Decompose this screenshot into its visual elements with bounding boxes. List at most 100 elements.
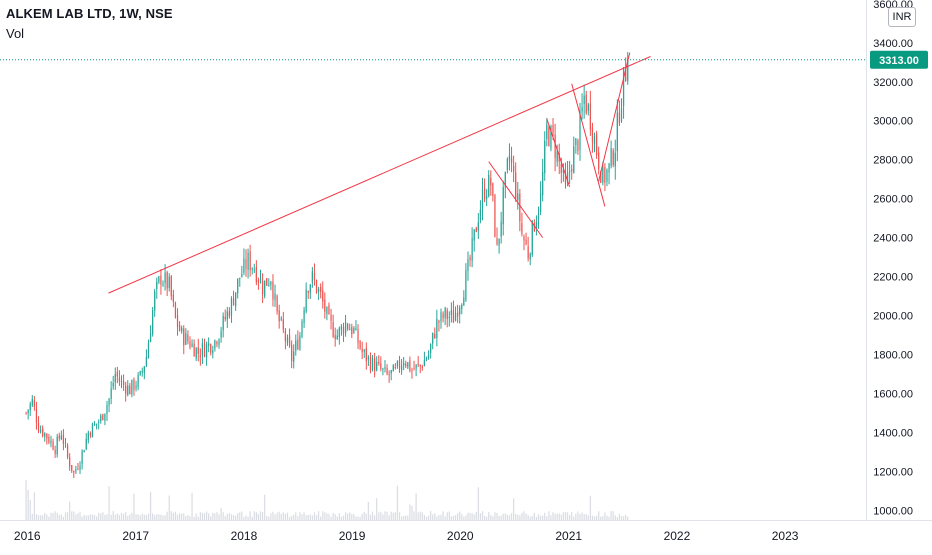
volume-bar [400,516,403,520]
candle-body [490,177,492,186]
volume-bar [336,516,338,520]
candle-body [160,275,162,285]
volume-bar [234,515,237,520]
candle-body [237,278,239,294]
candle-body [77,468,79,470]
volume-bar [309,514,311,520]
candle-body [614,152,616,167]
candle-body [585,94,587,114]
trendline[interactable] [546,118,571,188]
candle-body [261,281,264,294]
trendline[interactable] [598,52,631,182]
volume-bar [355,516,357,520]
trendline[interactable] [108,56,651,294]
candle-body [531,221,533,256]
volume-bar [125,512,127,520]
volume-bar [525,513,527,520]
candle-body [423,360,426,367]
candle-body [583,95,585,104]
candle-body [610,148,612,166]
candle-body [606,169,608,182]
volume-bar [284,513,287,520]
candle-body [33,400,36,408]
trendline[interactable] [571,83,606,207]
volume-bar [127,516,129,520]
volume-bar [208,513,210,520]
candle-body [411,370,413,372]
candle-body [380,363,382,369]
price-tick-label: 1200.00 [873,466,913,478]
volume-bar [122,513,125,520]
price-tick-label: 3200.00 [873,77,913,89]
volume-bar [390,511,392,520]
time-axis-divider [0,520,932,521]
candle-body [75,469,77,472]
volume-bar [270,513,272,520]
volume-bar [475,511,477,520]
candle-body [361,348,363,353]
candle-body [50,440,52,443]
volume-bar [251,516,253,520]
volume-bar [257,514,260,520]
candle-body [608,163,610,173]
candle-body [581,107,583,112]
trendlines[interactable] [108,52,651,294]
volume-bar [529,516,531,520]
volume-bar [396,485,399,520]
candle-body [205,344,208,358]
volume-bar [338,513,340,520]
volume-bars [25,480,629,520]
candle-body [525,239,527,245]
candle-body [305,289,307,312]
trendline[interactable] [488,161,544,238]
symbol-title[interactable]: ALKEM LAB LTD, 1W, NSE [6,6,173,21]
candle-body [37,422,40,432]
candle-body [243,258,245,273]
volume-bar [326,513,328,520]
volume-bar [417,512,419,520]
volume-bar [81,516,83,520]
volume-bar [602,516,604,520]
candle-body [446,310,448,319]
price-axis[interactable]: 3600.00 3400.00 3200.00 3000.00 2800.00 2600.… [873,0,913,517]
time-axis[interactable]: 2016 2017 2018 2019 2020 2021 2022 2023 [14,529,799,543]
volume-bar [166,511,168,520]
candle-body [627,59,629,81]
volume-bar [183,513,185,520]
candle-body [554,134,556,159]
candle-body [280,318,282,320]
candle-body [131,379,133,395]
volume-bar [203,513,206,520]
volume-bar [512,498,515,520]
volume-bar [394,512,396,520]
candle-body [172,295,175,302]
candle-body [618,112,621,124]
volume-bar [554,513,556,520]
volume-bar [627,516,629,520]
currency-badge[interactable]: INR [888,7,916,27]
candle-body [591,127,594,142]
volume-bar [544,512,546,520]
candle-body [336,335,338,339]
volume-bar [29,500,31,520]
candle-body [158,276,160,282]
volume-bar [293,514,295,520]
time-tick-label: 2020 [447,529,474,543]
volume-indicator-label[interactable]: Vol [6,26,25,41]
volume-bar [465,515,467,520]
time-tick-label: 2021 [555,529,582,543]
last-price-line: 3313.00 [0,50,928,69]
candle-body [625,69,627,81]
candle-body [106,405,108,415]
volume-bar [210,516,212,520]
volume-bar [405,515,407,520]
volume-bar [521,512,523,520]
candle-body [193,343,195,357]
volume-bar [618,513,621,520]
volume-bar [527,515,529,520]
candle-body [351,327,353,335]
volume-bar [320,516,322,520]
candle-body [384,366,386,369]
